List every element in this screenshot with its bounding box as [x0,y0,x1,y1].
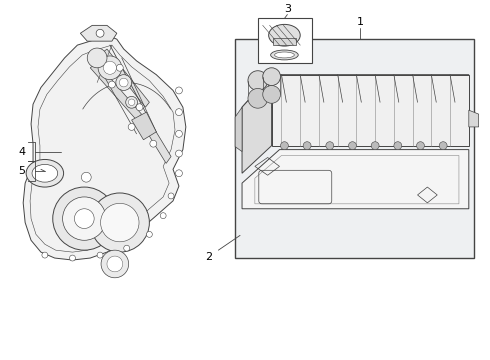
Ellipse shape [26,159,64,187]
Circle shape [63,197,106,240]
Circle shape [101,250,129,278]
Circle shape [175,150,182,157]
Polygon shape [242,150,469,209]
Circle shape [98,56,122,80]
Bar [258,18,312,63]
Circle shape [103,61,117,74]
Ellipse shape [248,89,268,108]
Polygon shape [90,63,142,120]
Circle shape [124,245,130,251]
Ellipse shape [263,86,280,103]
Polygon shape [242,75,469,107]
Circle shape [81,172,91,182]
Text: 4: 4 [18,147,25,157]
Circle shape [175,87,182,94]
Circle shape [280,142,289,150]
Circle shape [371,142,379,150]
Circle shape [348,142,356,150]
Circle shape [53,187,116,250]
Circle shape [394,142,402,150]
Circle shape [416,142,424,150]
Circle shape [175,109,182,116]
Text: 1: 1 [357,17,364,27]
Circle shape [120,78,128,87]
Circle shape [96,29,104,37]
Circle shape [90,193,149,252]
Text: 5: 5 [18,166,25,176]
Ellipse shape [248,71,268,90]
Ellipse shape [274,52,294,58]
Circle shape [303,142,311,150]
Polygon shape [80,25,117,41]
Circle shape [168,193,174,199]
Ellipse shape [263,68,280,86]
Polygon shape [132,112,156,140]
Circle shape [160,213,166,219]
Text: 2: 2 [205,252,212,262]
Ellipse shape [32,165,58,182]
Text: 3: 3 [284,4,291,14]
Polygon shape [271,75,469,146]
Circle shape [326,142,334,150]
Polygon shape [23,35,186,260]
Circle shape [150,140,157,147]
Circle shape [128,123,135,130]
Circle shape [136,104,143,111]
Circle shape [116,75,132,90]
Circle shape [126,96,138,108]
Circle shape [97,252,103,258]
Circle shape [108,81,115,88]
Circle shape [100,203,139,242]
Bar [272,38,296,45]
Circle shape [74,209,94,229]
Circle shape [70,255,75,261]
Polygon shape [469,110,479,127]
Polygon shape [235,107,242,152]
Circle shape [175,170,182,177]
Circle shape [128,99,135,105]
Bar [235,39,474,258]
Circle shape [439,142,447,150]
Circle shape [175,130,182,137]
Ellipse shape [270,50,298,60]
Polygon shape [140,114,171,163]
Polygon shape [242,75,271,173]
Polygon shape [102,49,149,107]
Circle shape [116,64,123,71]
Circle shape [147,231,152,237]
Circle shape [87,48,107,68]
Circle shape [42,252,48,258]
Ellipse shape [269,24,300,46]
Circle shape [107,256,123,272]
